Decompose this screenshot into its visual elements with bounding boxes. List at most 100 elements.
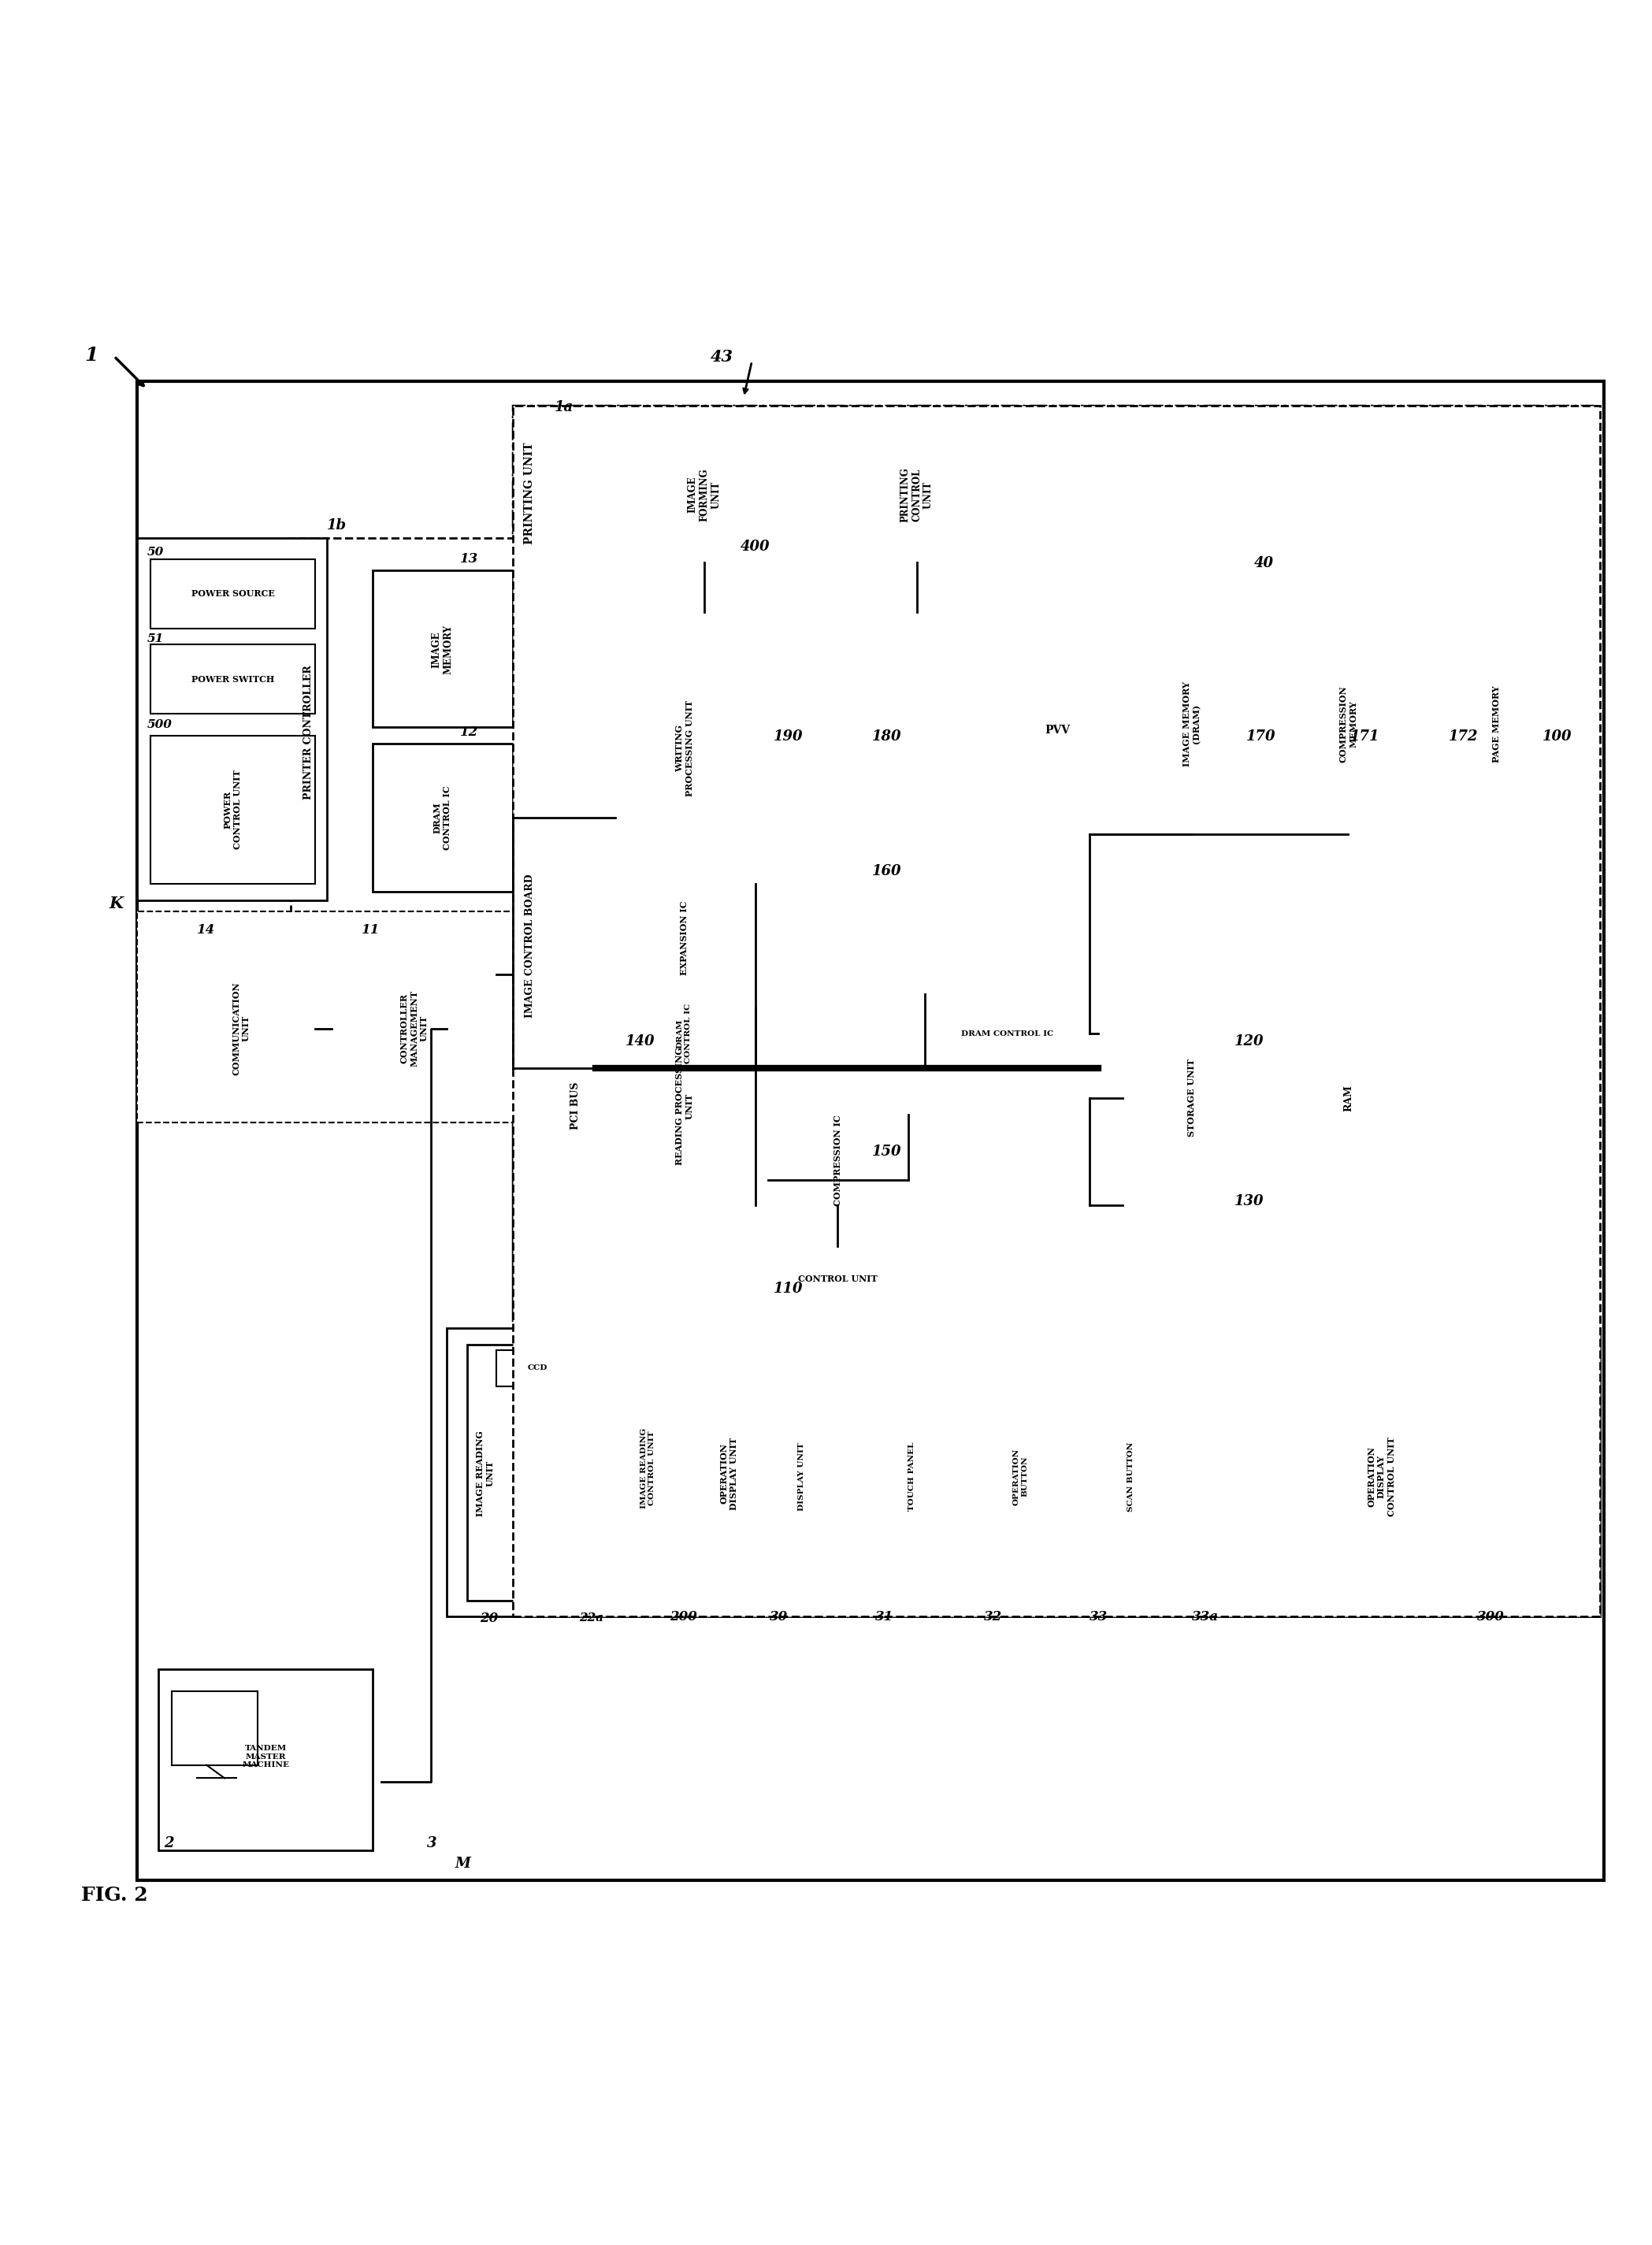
Text: IMAGE CONTROL BOARD: IMAGE CONTROL BOARD — [524, 873, 535, 1017]
Text: COMMUNICATION
UNIT: COMMUNICATION UNIT — [231, 981, 251, 1075]
FancyBboxPatch shape — [167, 941, 316, 1114]
FancyBboxPatch shape — [1123, 999, 1262, 1197]
FancyBboxPatch shape — [615, 995, 755, 1073]
Text: 400: 400 — [740, 541, 770, 555]
Text: COMPRESSION IC: COMPRESSION IC — [833, 1116, 843, 1206]
Text: COMPRESSION
MEMORY: COMPRESSION MEMORY — [1338, 685, 1358, 763]
FancyBboxPatch shape — [373, 743, 514, 891]
Text: 20: 20 — [481, 1612, 499, 1625]
Text: 40: 40 — [1254, 557, 1274, 570]
Text: IMAGE READING
UNIT: IMAGE READING UNIT — [476, 1430, 494, 1515]
FancyBboxPatch shape — [768, 1246, 909, 1311]
FancyBboxPatch shape — [448, 1329, 1601, 1616]
FancyBboxPatch shape — [514, 406, 1593, 579]
Text: 43: 43 — [710, 348, 733, 364]
Text: IMAGE
MEMORY: IMAGE MEMORY — [431, 624, 453, 674]
Text: 11: 11 — [362, 923, 380, 936]
Text: 32: 32 — [985, 1610, 1003, 1623]
Text: DRAM
CONTROL IC: DRAM CONTROL IC — [433, 786, 451, 851]
Text: 100: 100 — [1543, 730, 1573, 743]
Text: PRINTING
CONTROL
UNIT: PRINTING CONTROL UNIT — [900, 467, 933, 523]
Text: 120: 120 — [1234, 1035, 1264, 1048]
Text: 33a: 33a — [1191, 1610, 1219, 1623]
FancyBboxPatch shape — [1082, 1369, 1180, 1583]
Text: 31: 31 — [876, 1610, 894, 1623]
Text: EXPANSION IC: EXPANSION IC — [681, 900, 689, 974]
FancyBboxPatch shape — [1427, 613, 1568, 835]
Text: PCI BUS: PCI BUS — [570, 1082, 582, 1129]
Text: 180: 180 — [872, 730, 902, 743]
Text: OPERATION
DISPLAY UNIT: OPERATION DISPLAY UNIT — [719, 1437, 738, 1509]
FancyBboxPatch shape — [862, 1369, 961, 1583]
Text: 1a: 1a — [553, 400, 573, 413]
Text: 171: 171 — [1350, 730, 1379, 743]
FancyBboxPatch shape — [514, 406, 1601, 1616]
Text: WRITING
PROCESSING UNIT: WRITING PROCESSING UNIT — [676, 700, 694, 797]
Text: 140: 140 — [624, 1035, 654, 1048]
Text: CONTROL UNIT: CONTROL UNIT — [798, 1275, 877, 1284]
Text: 1: 1 — [84, 346, 97, 364]
Text: K: K — [109, 896, 124, 911]
FancyBboxPatch shape — [710, 1345, 1584, 1601]
FancyBboxPatch shape — [150, 559, 316, 629]
Text: IMAGE
FORMING
UNIT: IMAGE FORMING UNIT — [687, 469, 720, 521]
Text: 190: 190 — [773, 730, 803, 743]
FancyBboxPatch shape — [608, 436, 798, 555]
Text: IMAGE MEMORY
(DRAM): IMAGE MEMORY (DRAM) — [1183, 680, 1201, 766]
Text: 2: 2 — [164, 1836, 173, 1850]
FancyBboxPatch shape — [595, 1354, 702, 1583]
FancyBboxPatch shape — [468, 1345, 590, 1601]
Text: 160: 160 — [872, 864, 902, 878]
Text: FIG. 2: FIG. 2 — [81, 1886, 149, 1906]
FancyBboxPatch shape — [373, 570, 514, 727]
Text: POWER
CONTROL UNIT: POWER CONTROL UNIT — [223, 770, 243, 849]
FancyBboxPatch shape — [570, 422, 1559, 561]
FancyBboxPatch shape — [291, 537, 644, 925]
Text: STORAGE UNIT: STORAGE UNIT — [1188, 1060, 1196, 1136]
FancyBboxPatch shape — [615, 896, 755, 983]
Text: READING PROCESSING
UNIT: READING PROCESSING UNIT — [676, 1046, 694, 1165]
FancyBboxPatch shape — [137, 911, 648, 1122]
Text: PAGE MEMORY: PAGE MEMORY — [1492, 685, 1502, 763]
Text: 12: 12 — [461, 725, 479, 739]
FancyBboxPatch shape — [826, 436, 1008, 555]
FancyBboxPatch shape — [1191, 1369, 1571, 1583]
FancyBboxPatch shape — [615, 613, 755, 885]
Text: CONTROLLER
MANAGEMENT
UNIT: CONTROLLER MANAGEMENT UNIT — [400, 990, 428, 1066]
Text: 500: 500 — [147, 718, 172, 730]
Text: POWER SWITCH: POWER SWITCH — [192, 676, 274, 685]
Text: 14: 14 — [197, 923, 215, 936]
Text: M: M — [456, 1857, 471, 1870]
Text: TANDEM
MASTER
MACHINE: TANDEM MASTER MACHINE — [243, 1744, 289, 1769]
Text: 3: 3 — [428, 1836, 438, 1850]
FancyBboxPatch shape — [137, 537, 327, 900]
Text: 30: 30 — [770, 1610, 788, 1623]
FancyBboxPatch shape — [971, 1369, 1070, 1583]
FancyBboxPatch shape — [172, 1690, 258, 1765]
FancyBboxPatch shape — [150, 736, 316, 885]
Text: 150: 150 — [872, 1145, 902, 1158]
FancyBboxPatch shape — [332, 941, 497, 1114]
Text: 13: 13 — [461, 552, 479, 566]
Text: SCAN BUTTON: SCAN BUTTON — [1127, 1441, 1135, 1511]
Text: OPERATION
BUTTON: OPERATION BUTTON — [1013, 1448, 1028, 1504]
Text: 172: 172 — [1449, 730, 1479, 743]
Text: TOUCH PANEL: TOUCH PANEL — [909, 1441, 915, 1511]
Text: PVV: PVV — [1046, 725, 1070, 736]
Text: 22a: 22a — [578, 1612, 603, 1623]
FancyBboxPatch shape — [1279, 1015, 1419, 1181]
FancyBboxPatch shape — [159, 1670, 373, 1850]
Text: CCD: CCD — [527, 1365, 548, 1372]
Text: PRINTING UNIT: PRINTING UNIT — [524, 442, 535, 543]
FancyBboxPatch shape — [1099, 974, 1593, 1295]
FancyBboxPatch shape — [768, 1114, 909, 1206]
FancyBboxPatch shape — [497, 1349, 578, 1385]
FancyBboxPatch shape — [1123, 613, 1262, 835]
Text: DRAM
CONTROL IC: DRAM CONTROL IC — [677, 1004, 692, 1064]
Text: 300: 300 — [1477, 1610, 1505, 1623]
Text: 170: 170 — [1246, 730, 1275, 743]
Text: 110: 110 — [773, 1282, 803, 1295]
Text: DISPLAY UNIT: DISPLAY UNIT — [798, 1444, 805, 1511]
FancyBboxPatch shape — [615, 1008, 755, 1206]
Text: 33: 33 — [1090, 1610, 1108, 1623]
